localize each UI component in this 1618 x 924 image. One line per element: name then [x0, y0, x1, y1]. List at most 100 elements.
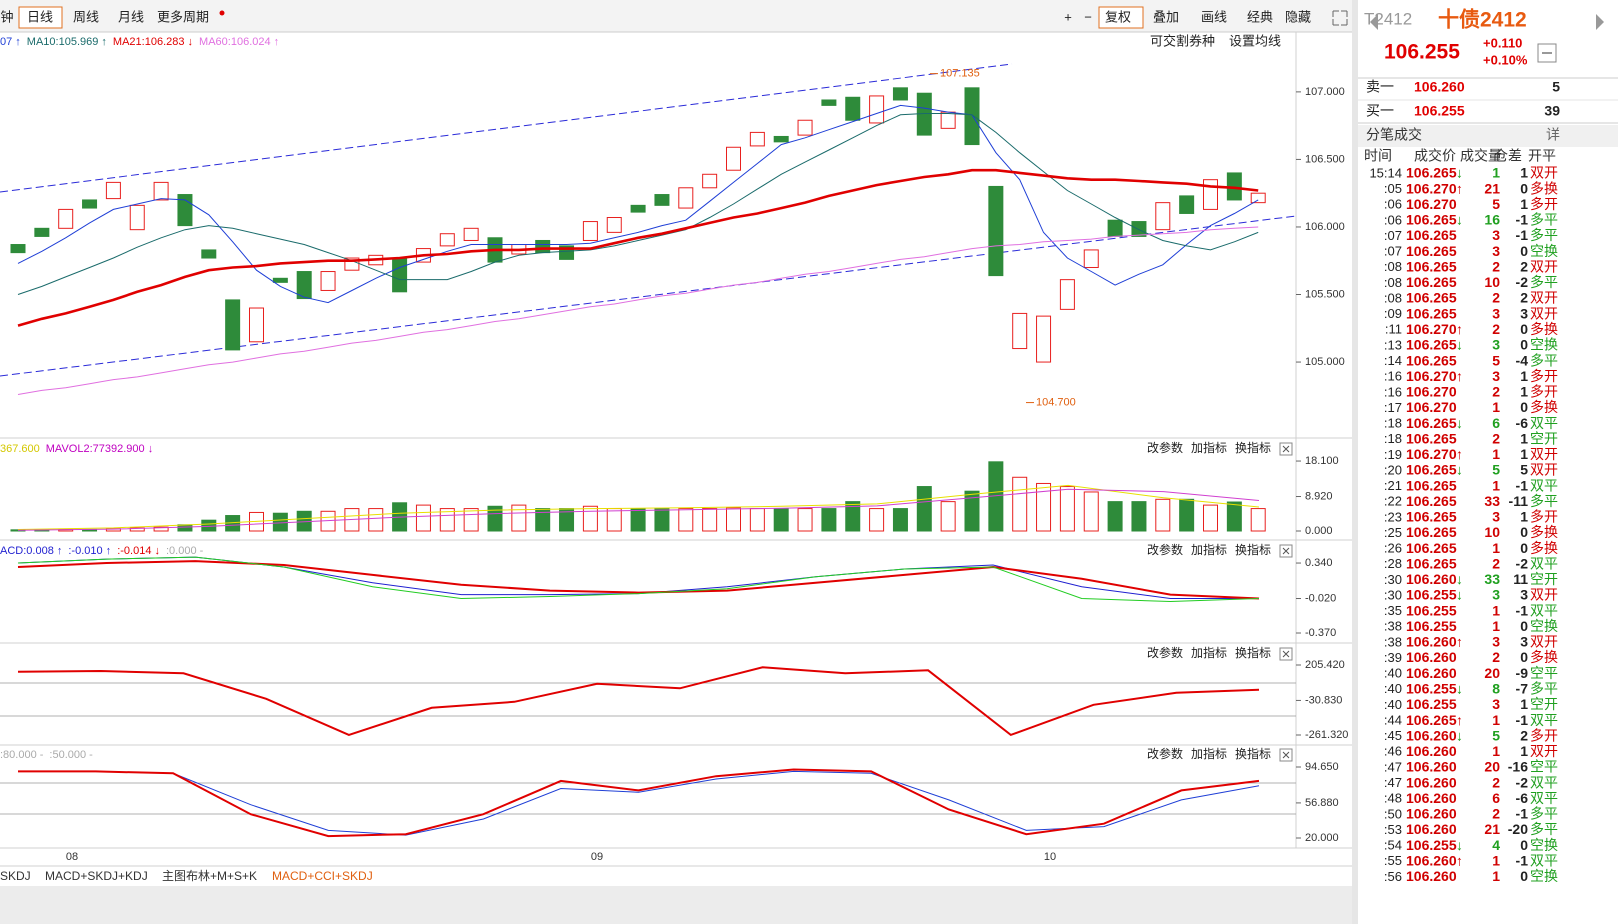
next-arrow[interactable] — [1596, 14, 1604, 30]
panel-button[interactable]: 改参数 — [1147, 440, 1183, 455]
trade-oi: 1 — [1520, 384, 1528, 400]
panel-button[interactable]: 换指标 — [1235, 440, 1271, 455]
panel-button[interactable]: 改参数 — [1147, 542, 1183, 557]
y-tick-label: 0.000 — [1305, 525, 1333, 537]
option[interactable]: 设置均线 — [1229, 33, 1281, 48]
trade-type: 双平 — [1530, 477, 1558, 493]
indicator-line — [17, 484, 1260, 530]
tool-button[interactable]: 画线 — [1201, 9, 1227, 24]
trade-arrow: ↓ — [1456, 727, 1463, 743]
trend-line — [0, 215, 1297, 377]
volume-bar — [1012, 476, 1028, 532]
indicator-tab[interactable]: MACD+CCI+SKDJ — [272, 869, 373, 883]
trade-time: :11 — [1385, 322, 1402, 337]
trade-volume: 3 — [1492, 368, 1500, 384]
candle — [869, 95, 885, 124]
tool-button[interactable]: 隐藏 — [1285, 9, 1311, 24]
trade-time: :17 — [1384, 400, 1402, 415]
trade-price: 106.265 — [1406, 524, 1457, 540]
trade-type: 空换 — [1530, 837, 1558, 853]
tool-button[interactable]: + — [1064, 9, 1072, 24]
candle — [582, 221, 598, 241]
trade-type: 双开 — [1530, 587, 1558, 603]
prev-arrow[interactable] — [1370, 14, 1378, 30]
indicator-line — [17, 666, 1260, 737]
candle — [392, 257, 408, 293]
y-tick-label: 205.420 — [1305, 659, 1345, 671]
period-tab[interactable]: 钟 — [0, 9, 13, 24]
trade-arrow: ↓ — [1456, 571, 1463, 587]
indicator-tab[interactable]: 主图布林+M+S+K — [162, 869, 257, 883]
panel-button[interactable]: 加指标 — [1191, 746, 1227, 761]
book-volume: 5 — [1552, 79, 1560, 95]
trade-type: 多换 — [1530, 540, 1558, 556]
panel-button[interactable]: 加指标 — [1191, 542, 1227, 557]
trade-price: 106.265 — [1406, 274, 1457, 290]
trade-type: 多换 — [1530, 180, 1558, 196]
book-side: 卖一 — [1366, 79, 1394, 95]
tool-button[interactable]: 复权 — [1105, 9, 1131, 24]
notice-dot — [219, 10, 225, 16]
volume-bar — [1226, 501, 1242, 532]
volume-bar — [1203, 504, 1218, 532]
panel-button[interactable]: 换指标 — [1235, 542, 1271, 557]
candle — [105, 181, 121, 200]
trade-oi: 1 — [1520, 509, 1528, 525]
trade-type: 空平 — [1530, 665, 1558, 681]
trade-oi: -20 — [1508, 821, 1528, 837]
volume-bar — [1155, 498, 1171, 532]
trade-oi: 0 — [1520, 649, 1528, 665]
panel-button[interactable]: 加指标 — [1191, 440, 1227, 455]
tool-button[interactable]: 叠加 — [1153, 9, 1179, 24]
candle — [1083, 249, 1099, 268]
trade-time: :13 — [1384, 337, 1402, 352]
indicator-tab[interactable]: SKDJ — [0, 869, 31, 883]
volume-bar — [129, 527, 145, 532]
trades-detail[interactable]: 详 — [1546, 127, 1560, 143]
trade-volume: 2 — [1492, 430, 1500, 446]
trade-price: 106.265 — [1406, 493, 1457, 509]
panel-button[interactable]: 改参数 — [1147, 746, 1183, 761]
candle — [821, 99, 837, 106]
trade-volume: 1 — [1492, 399, 1500, 415]
panel-button[interactable]: 换指标 — [1235, 746, 1271, 761]
trade-volume: 3 — [1492, 634, 1500, 650]
volume-bar — [654, 508, 670, 532]
trade-type: 双开 — [1530, 290, 1558, 306]
trade-oi: 0 — [1520, 540, 1528, 556]
period-tab[interactable]: 周线 — [73, 9, 99, 24]
trade-oi: -1 — [1516, 852, 1529, 868]
trade-volume: 5 — [1492, 196, 1500, 212]
tool-button[interactable]: − — [1084, 9, 1092, 24]
indicator-tab[interactable]: MACD+SKDJ+KDJ — [45, 869, 148, 883]
tool-button[interactable]: 经典 — [1247, 9, 1273, 24]
y-tick-label: 94.650 — [1305, 761, 1339, 773]
period-tab[interactable]: 月线 — [118, 9, 144, 24]
volume-bar — [821, 508, 837, 532]
trade-type: 双开 — [1530, 634, 1558, 650]
option[interactable]: 可交割券种 — [1150, 33, 1215, 48]
trade-type: 多开 — [1530, 196, 1558, 212]
column-header: 成交量 — [1460, 148, 1502, 164]
trade-oi: 0 — [1520, 243, 1528, 259]
trade-type: 多平 — [1530, 212, 1558, 228]
trade-time: :46 — [1384, 744, 1402, 759]
trade-type: 双平 — [1530, 555, 1558, 571]
trade-type: 空换 — [1530, 243, 1558, 259]
trade-price: 106.265 — [1406, 415, 1457, 431]
legend-entry: MA60:106.024 ↑ — [199, 36, 279, 48]
trade-volume: 3 — [1492, 509, 1500, 525]
trade-oi: 3 — [1520, 587, 1528, 603]
quote-code: T2412 — [1364, 9, 1412, 28]
fullscreen-icon[interactable] — [1332, 10, 1348, 26]
period-tab[interactable]: 日线 — [27, 9, 53, 24]
panel-button[interactable]: 加指标 — [1191, 645, 1227, 660]
candle — [129, 204, 145, 231]
panel-button[interactable]: 换指标 — [1235, 645, 1271, 660]
panel-button[interactable]: 改参数 — [1147, 645, 1183, 660]
candle — [320, 271, 336, 291]
trade-price: 106.260 — [1406, 790, 1457, 806]
period-tab[interactable]: 更多周期 — [157, 9, 209, 24]
trade-price: 106.260 — [1406, 634, 1457, 650]
trade-volume: 3 — [1492, 337, 1500, 353]
